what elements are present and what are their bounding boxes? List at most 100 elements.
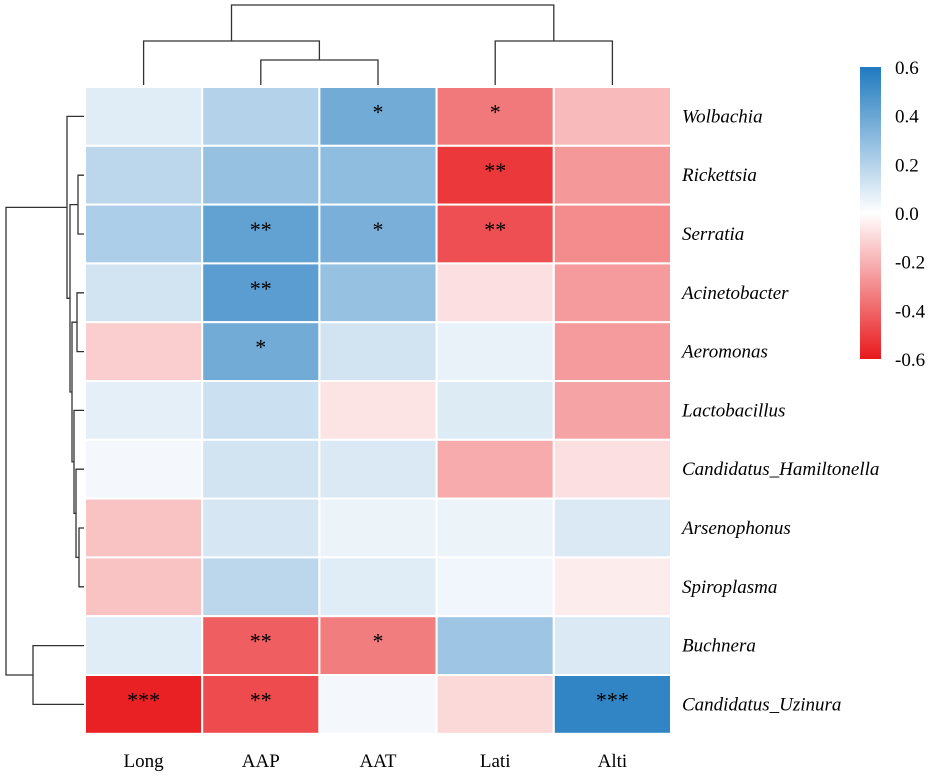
row-label: Candidatus_Uzinura bbox=[682, 694, 841, 715]
heatmap-cell bbox=[435, 674, 555, 735]
heatmap-cell bbox=[84, 144, 204, 206]
colorbar-tick-label: -0.4 bbox=[895, 301, 926, 322]
colorbar-tick-label: 0.0 bbox=[895, 204, 919, 225]
row-label: Candidatus_Hamiltonella bbox=[682, 459, 879, 480]
heatmap-cell bbox=[201, 615, 321, 677]
column-label: AAP bbox=[242, 751, 280, 772]
heatmap-cell bbox=[201, 497, 321, 559]
heatmap-cell bbox=[318, 615, 438, 677]
heatmap-cell bbox=[84, 262, 204, 324]
significance-mark: *** bbox=[596, 687, 629, 712]
heatmap-cell bbox=[84, 674, 204, 735]
heatmap-cell bbox=[552, 674, 672, 735]
column-label: Lati bbox=[480, 751, 511, 772]
heatmap-cell bbox=[84, 438, 204, 500]
heatmap-cell bbox=[552, 321, 672, 383]
heatmap-cell bbox=[435, 438, 555, 500]
row-label: Arsenophonus bbox=[680, 518, 791, 539]
heatmap-cell bbox=[435, 497, 555, 559]
heatmap-cell bbox=[84, 321, 204, 383]
dendrogram-branch bbox=[77, 174, 84, 235]
heatmap-cell bbox=[552, 497, 672, 559]
heatmap-cell bbox=[552, 615, 672, 677]
significance-mark: ** bbox=[250, 629, 272, 654]
dendrogram-branch bbox=[230, 4, 555, 41]
dendrogram-branch bbox=[260, 59, 379, 85]
heatmap-cell bbox=[552, 556, 672, 618]
heatmap-cell bbox=[318, 321, 438, 383]
column-label: AAT bbox=[360, 751, 397, 772]
colorbar-tick-label: 0.2 bbox=[895, 155, 919, 176]
heatmap-cell bbox=[435, 262, 555, 324]
heatmap-cell bbox=[435, 144, 555, 206]
heatmap-cell bbox=[435, 203, 555, 265]
heatmap-cell bbox=[552, 86, 672, 147]
heatmap-cell bbox=[435, 615, 555, 677]
dendrogram-branch bbox=[75, 468, 84, 559]
heatmap-cell bbox=[201, 144, 321, 206]
heatmap-cell bbox=[552, 144, 672, 206]
heatmap-cell bbox=[318, 262, 438, 324]
heatmap-cell bbox=[318, 438, 438, 500]
dendrogram-branch bbox=[5, 206, 67, 676]
significance-mark: * bbox=[373, 629, 384, 654]
heatmap-cell bbox=[84, 203, 204, 265]
row-labels: Wolbachia Rickettsia Serratia Acinetobacter… bbox=[680, 106, 879, 715]
column-label: Long bbox=[124, 751, 165, 772]
heatmap-cell bbox=[84, 497, 204, 559]
significance-mark: ** bbox=[250, 276, 272, 301]
heatmap-cell bbox=[435, 380, 555, 441]
heatmap-cell bbox=[201, 86, 321, 147]
heatmap-cell bbox=[84, 615, 204, 677]
column-labels: Long AAP AAT Lati Alti bbox=[124, 751, 628, 772]
colorbar-tick-label: 0.6 bbox=[895, 58, 919, 79]
heatmap-cell bbox=[84, 380, 204, 441]
significance-mark: ** bbox=[484, 158, 506, 183]
dendrogram-branch bbox=[76, 292, 84, 353]
heatmap-cell bbox=[552, 262, 672, 324]
heatmap-cell bbox=[318, 144, 438, 206]
row-label: Wolbachia bbox=[682, 106, 763, 127]
column-label: Alti bbox=[598, 751, 628, 772]
heatmap-cell bbox=[201, 556, 321, 618]
significance-mark: ** bbox=[250, 217, 272, 242]
row-label: Lactobacillus bbox=[681, 400, 785, 421]
heatmap-cell bbox=[435, 321, 555, 383]
row-label: Acinetobacter bbox=[680, 283, 789, 304]
dendrogram-branch bbox=[494, 40, 614, 85]
heatmap-cell bbox=[84, 556, 204, 618]
heatmap-cell bbox=[318, 86, 438, 147]
dendrogram-branch bbox=[32, 644, 84, 706]
row-label: Spiroplasma bbox=[682, 577, 777, 598]
heatmap-cell bbox=[318, 380, 438, 441]
dendrogram-branch bbox=[142, 40, 321, 85]
colorbar-gradient bbox=[860, 67, 881, 359]
heatmap-cell bbox=[201, 438, 321, 500]
significance-mark: * bbox=[373, 217, 384, 242]
heatmap-cell bbox=[84, 86, 204, 147]
heatmap-cell bbox=[201, 380, 321, 441]
heatmap-cell bbox=[318, 674, 438, 735]
heatmap-cell bbox=[435, 86, 555, 147]
heatmap-cell bbox=[318, 556, 438, 618]
heatmap-cell bbox=[318, 497, 438, 559]
row-label: Buchnera bbox=[682, 636, 756, 657]
heatmap-cell bbox=[201, 203, 321, 265]
row-label: Aeromonas bbox=[680, 342, 768, 363]
heatmap-cell bbox=[201, 321, 321, 383]
heatmap-cell bbox=[552, 380, 672, 441]
colorbar-tick-label: -0.2 bbox=[895, 253, 925, 274]
colorbar: 0.6 0.4 0.2 0.0 -0.2 -0.4 -0.6 bbox=[860, 58, 926, 371]
row-label: Serratia bbox=[682, 224, 744, 245]
row-label: Rickettsia bbox=[681, 165, 757, 186]
significance-marks: * ***** * ******* **** ** *** bbox=[127, 99, 629, 712]
dendrogram-branch bbox=[78, 527, 84, 588]
heatmap-cell bbox=[552, 438, 672, 500]
colorbar-tick-label: -0.6 bbox=[895, 350, 925, 371]
significance-mark: * bbox=[373, 99, 384, 124]
colorbar-tick-label: 0.4 bbox=[895, 107, 919, 128]
row-dendrogram bbox=[5, 115, 84, 706]
significance-mark: ** bbox=[484, 217, 506, 242]
significance-mark: *** bbox=[127, 687, 160, 712]
